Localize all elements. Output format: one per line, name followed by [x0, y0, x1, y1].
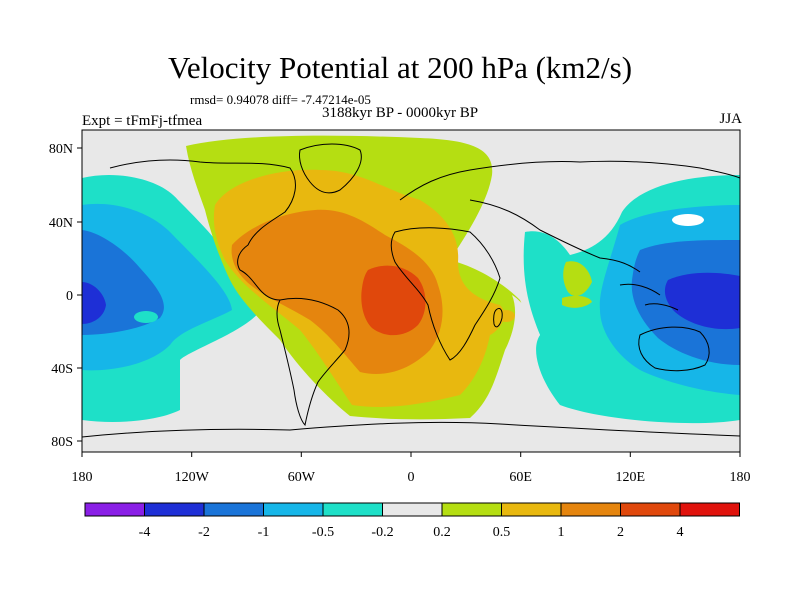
colorbar-box-8 [560, 502, 621, 517]
contour-hole-west [134, 311, 158, 323]
contour-redorange [361, 265, 426, 336]
colorbar-label: -1 [258, 525, 270, 540]
map-title: Velocity Potential at 200 hPa (km2/s) [167, 50, 633, 85]
coast-eurasia [399, 160, 740, 273]
colorbar-label: -0.2 [371, 525, 393, 540]
x-tick-label: 120E [616, 470, 646, 485]
colorbar [84, 502, 740, 517]
x-tick-label: 120W [175, 470, 210, 485]
colorbar-box-6 [441, 502, 502, 517]
coast-greenland [299, 143, 362, 194]
coast-africa [390, 227, 501, 361]
colorbar-label: 1 [558, 525, 565, 540]
colorbar-box-5 [382, 502, 443, 517]
contour-darkblue-west [82, 282, 106, 324]
colorbar-box-9 [620, 502, 681, 517]
contour-green-east [563, 261, 592, 297]
colorbar-box-7 [501, 502, 562, 517]
x-tick-label: 180 [730, 470, 751, 485]
x-tick-label: 180 [72, 470, 93, 485]
colorbar-label: 0.2 [433, 525, 451, 540]
colorbar-label: -4 [139, 525, 151, 540]
contour-hole-east [672, 214, 704, 226]
y-tick-label: 40S [51, 362, 73, 377]
contour-darkblue-east [664, 272, 740, 330]
x-tick-label: 0 [408, 470, 415, 485]
y-tick-label: 80S [51, 435, 73, 450]
colorbar-box-10 [679, 502, 740, 517]
coast-north-america [109, 159, 296, 301]
colorbar-box-4 [322, 502, 383, 517]
coast-australia [638, 326, 710, 372]
contour-green-east2 [562, 295, 592, 308]
colorbar-label: 0.5 [493, 525, 511, 540]
season-label: JJA [719, 111, 742, 127]
coast-south-america [276, 297, 350, 427]
colorbar-label: -0.5 [312, 525, 334, 540]
colorbar-label: 4 [677, 525, 684, 540]
colorbar-box-3 [263, 502, 324, 517]
colorbar-label: 2 [617, 525, 624, 540]
contour-fill [82, 135, 740, 452]
y-tick-label: 40N [49, 216, 73, 231]
contour-gap-south [470, 395, 560, 452]
colorbar-label: -2 [198, 525, 210, 540]
coast-se-asia [619, 283, 679, 311]
colorbar-box-2 [203, 502, 264, 517]
rmsd-diff-text: rmsd= 0.94078 diff= -7.47214e-05 [190, 92, 371, 107]
experiment-label: Expt = tFmFj-tfmea [82, 113, 203, 129]
colorbar-box-0 [84, 502, 145, 517]
y-tick-label: 0 [66, 289, 73, 304]
period-text: 3188kyr BP - 0000kyr BP [322, 105, 479, 121]
x-tick-label: 60W [288, 470, 316, 485]
contour-gap-indian [505, 295, 540, 355]
coastlines [82, 143, 740, 438]
x-tick-label: 60E [509, 470, 532, 485]
coast-antarctica [82, 421, 740, 438]
axis-ticks [77, 147, 741, 457]
contour-spot-madagascar [497, 310, 515, 322]
colorbar-box-1 [144, 502, 205, 517]
y-tick-label: 80N [49, 142, 73, 157]
coast-madagascar [493, 307, 503, 328]
